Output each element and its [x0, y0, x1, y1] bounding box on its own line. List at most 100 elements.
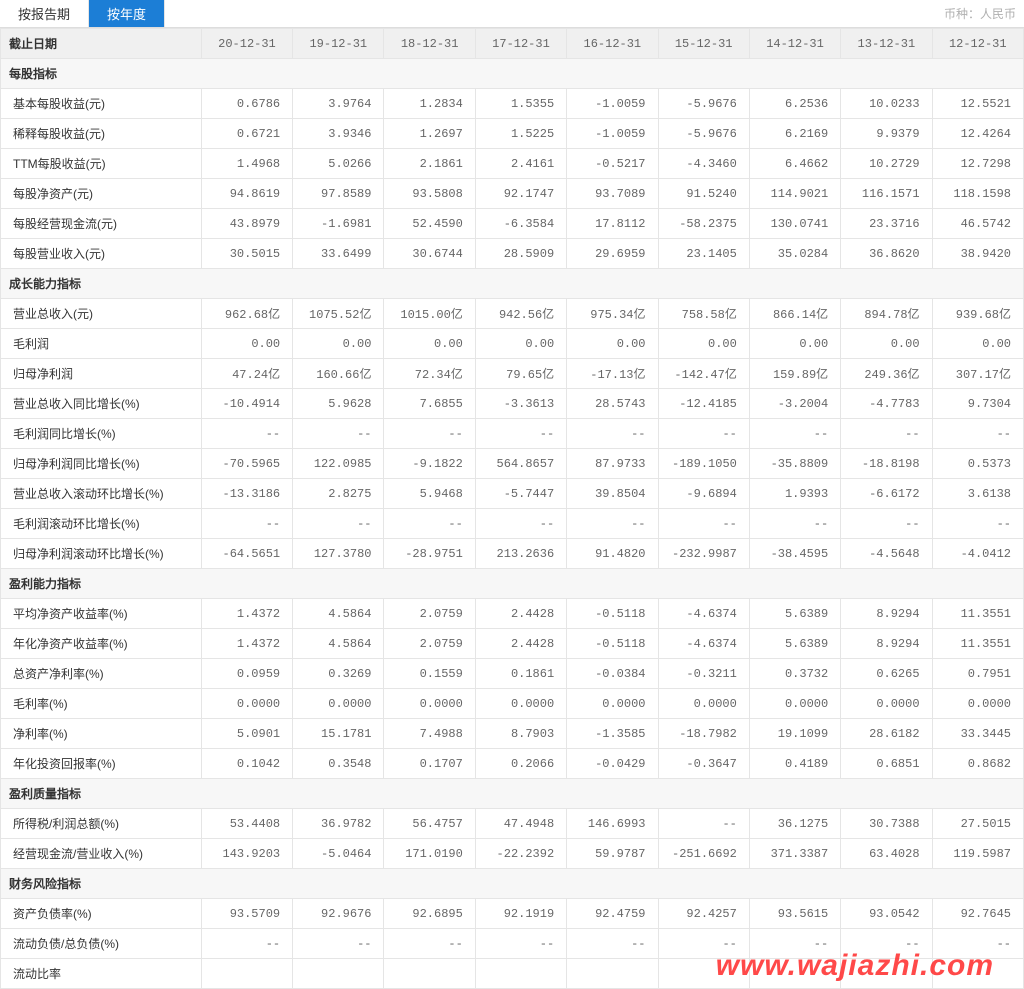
- cell-value: 0.3269: [293, 659, 384, 689]
- section-title: 盈利质量指标: [1, 779, 1024, 809]
- cell-value: 1075.52亿: [293, 299, 384, 329]
- cell-value: 11.3551: [932, 599, 1023, 629]
- cell-value: 92.9676: [293, 899, 384, 929]
- cell-value: 92.4257: [658, 899, 749, 929]
- table-row: 年化净资产收益率(%)1.43724.58642.07592.4428-0.51…: [1, 629, 1024, 659]
- cell-value: [201, 959, 292, 989]
- cell-value: [293, 959, 384, 989]
- cell-value: 160.66亿: [293, 359, 384, 389]
- row-label: 流动负债/总负债(%): [1, 929, 202, 959]
- cell-value: 0.6265: [841, 659, 932, 689]
- cell-value: --: [201, 929, 292, 959]
- cell-value: -1.0059: [567, 89, 658, 119]
- section-title: 成长能力指标: [1, 269, 1024, 299]
- table-row: 年化投资回报率(%)0.10420.35480.17070.2066-0.042…: [1, 749, 1024, 779]
- row-label: 年化净资产收益率(%): [1, 629, 202, 659]
- table-row: 经营现金流/营业收入(%)143.9203-5.0464171.0190-22.…: [1, 839, 1024, 869]
- row-label: 毛利率(%): [1, 689, 202, 719]
- row-label: 净利率(%): [1, 719, 202, 749]
- cell-value: -0.3647: [658, 749, 749, 779]
- cell-value: 43.8979: [201, 209, 292, 239]
- cell-value: 0.1861: [475, 659, 566, 689]
- tab-by-year[interactable]: 按年度: [89, 0, 165, 27]
- section-header: 盈利能力指标: [1, 569, 1024, 599]
- cell-value: [932, 959, 1023, 989]
- section-title: 每股指标: [1, 59, 1024, 89]
- cell-value: 0.0959: [201, 659, 292, 689]
- cell-value: 0.6786: [201, 89, 292, 119]
- cell-value: 28.5743: [567, 389, 658, 419]
- cell-value: 0.1707: [384, 749, 475, 779]
- cell-value: 9.9379: [841, 119, 932, 149]
- cell-value: -9.6894: [658, 479, 749, 509]
- cell-value: 0.00: [384, 329, 475, 359]
- table-row: 毛利润0.000.000.000.000.000.000.000.000.00: [1, 329, 1024, 359]
- cell-value: 87.9733: [567, 449, 658, 479]
- cell-value: 0.3548: [293, 749, 384, 779]
- cell-value: 93.0542: [841, 899, 932, 929]
- header-date: 12-12-31: [932, 29, 1023, 59]
- header-date: 17-12-31: [475, 29, 566, 59]
- table-row: 稀释每股收益(元)0.67213.93461.26971.5225-1.0059…: [1, 119, 1024, 149]
- cell-value: 143.9203: [201, 839, 292, 869]
- cell-value: 63.4028: [841, 839, 932, 869]
- table-row: 营业总收入同比增长(%)-10.49145.96287.6855-3.36132…: [1, 389, 1024, 419]
- cell-value: 116.1571: [841, 179, 932, 209]
- cell-value: 0.00: [293, 329, 384, 359]
- cell-value: -10.4914: [201, 389, 292, 419]
- cell-value: 0.7951: [932, 659, 1023, 689]
- header-label: 截止日期: [1, 29, 202, 59]
- cell-value: -35.8809: [749, 449, 840, 479]
- row-label: TTM每股收益(元): [1, 149, 202, 179]
- cell-value: 0.0000: [201, 689, 292, 719]
- cell-value: 0.0000: [658, 689, 749, 719]
- cell-value: --: [932, 509, 1023, 539]
- row-label: 稀释每股收益(元): [1, 119, 202, 149]
- cell-value: 962.68亿: [201, 299, 292, 329]
- table-row: 所得税/利润总额(%)53.440836.978256.475747.49481…: [1, 809, 1024, 839]
- cell-value: 30.6744: [384, 239, 475, 269]
- cell-value: 146.6993: [567, 809, 658, 839]
- cell-value: 975.34亿: [567, 299, 658, 329]
- cell-value: --: [475, 929, 566, 959]
- table-row: 营业总收入滚动环比增长(%)-13.31862.82755.9468-5.744…: [1, 479, 1024, 509]
- cell-value: 47.4948: [475, 809, 566, 839]
- table-row: 净利率(%)5.090115.17817.49888.7903-1.3585-1…: [1, 719, 1024, 749]
- cell-value: --: [658, 419, 749, 449]
- cell-value: 122.0985: [293, 449, 384, 479]
- table-row: 毛利润滚动环比增长(%)------------------: [1, 509, 1024, 539]
- cell-value: --: [567, 929, 658, 959]
- cell-value: --: [201, 419, 292, 449]
- cell-value: 119.5987: [932, 839, 1023, 869]
- cell-value: -12.4185: [658, 389, 749, 419]
- cell-value: 0.00: [475, 329, 566, 359]
- cell-value: -18.7982: [658, 719, 749, 749]
- cell-value: 1015.00亿: [384, 299, 475, 329]
- cell-value: 8.9294: [841, 629, 932, 659]
- table-row: 每股营业收入(元)30.501533.649930.674428.590929.…: [1, 239, 1024, 269]
- cell-value: --: [384, 509, 475, 539]
- cell-value: 30.7388: [841, 809, 932, 839]
- cell-value: --: [384, 929, 475, 959]
- cell-value: 93.7089: [567, 179, 658, 209]
- cell-value: 2.4428: [475, 599, 566, 629]
- cell-value: 93.5615: [749, 899, 840, 929]
- cell-value: 894.78亿: [841, 299, 932, 329]
- cell-value: 15.1781: [293, 719, 384, 749]
- cell-value: 9.7304: [932, 389, 1023, 419]
- cell-value: -9.1822: [384, 449, 475, 479]
- cell-value: 942.56亿: [475, 299, 566, 329]
- cell-value: --: [749, 419, 840, 449]
- cell-value: 3.9764: [293, 89, 384, 119]
- cell-value: 0.4189: [749, 749, 840, 779]
- financial-table: 截止日期 20-12-31 19-12-31 18-12-31 17-12-31…: [0, 28, 1024, 989]
- cell-value: --: [475, 419, 566, 449]
- cell-value: 0.8682: [932, 749, 1023, 779]
- cell-value: [567, 959, 658, 989]
- cell-value: 0.0000: [384, 689, 475, 719]
- tab-by-report[interactable]: 按报告期: [0, 0, 89, 27]
- cell-value: 2.4428: [475, 629, 566, 659]
- cell-value: 3.9346: [293, 119, 384, 149]
- section-header: 每股指标: [1, 59, 1024, 89]
- cell-value: 1.9393: [749, 479, 840, 509]
